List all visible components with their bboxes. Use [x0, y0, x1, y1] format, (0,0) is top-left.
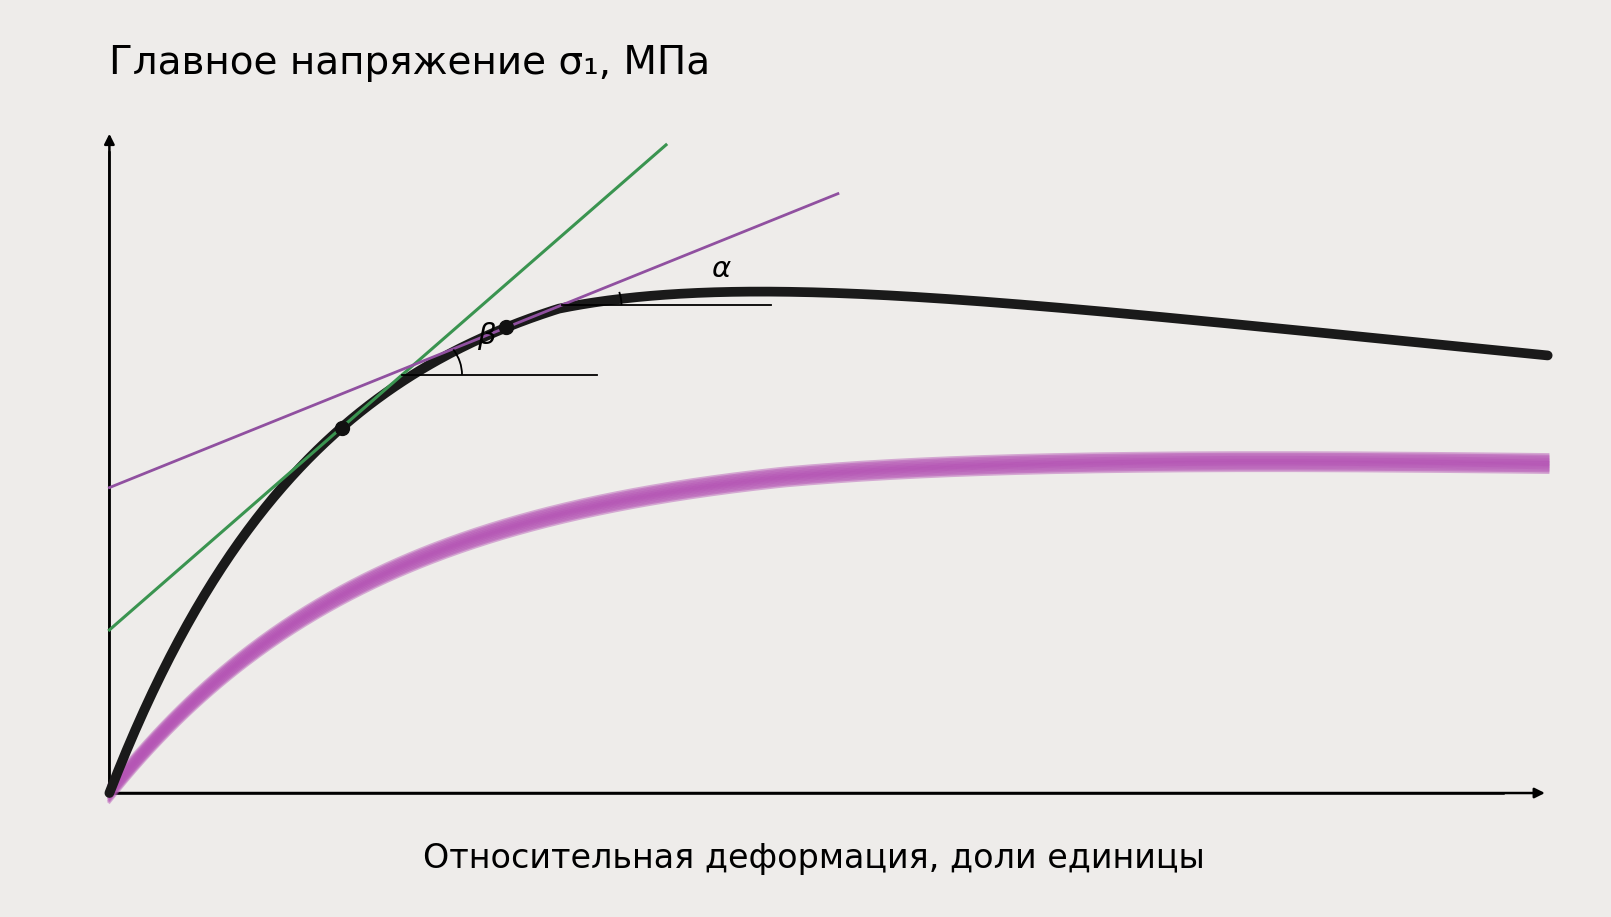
Text: α: α	[712, 255, 731, 283]
Text: β: β	[477, 322, 496, 349]
Text: Главное напряжение σ₁, МПа: Главное напряжение σ₁, МПа	[110, 44, 710, 83]
Text: Относительная деформация, доли единицы: Относительная деформация, доли единицы	[422, 842, 1205, 875]
